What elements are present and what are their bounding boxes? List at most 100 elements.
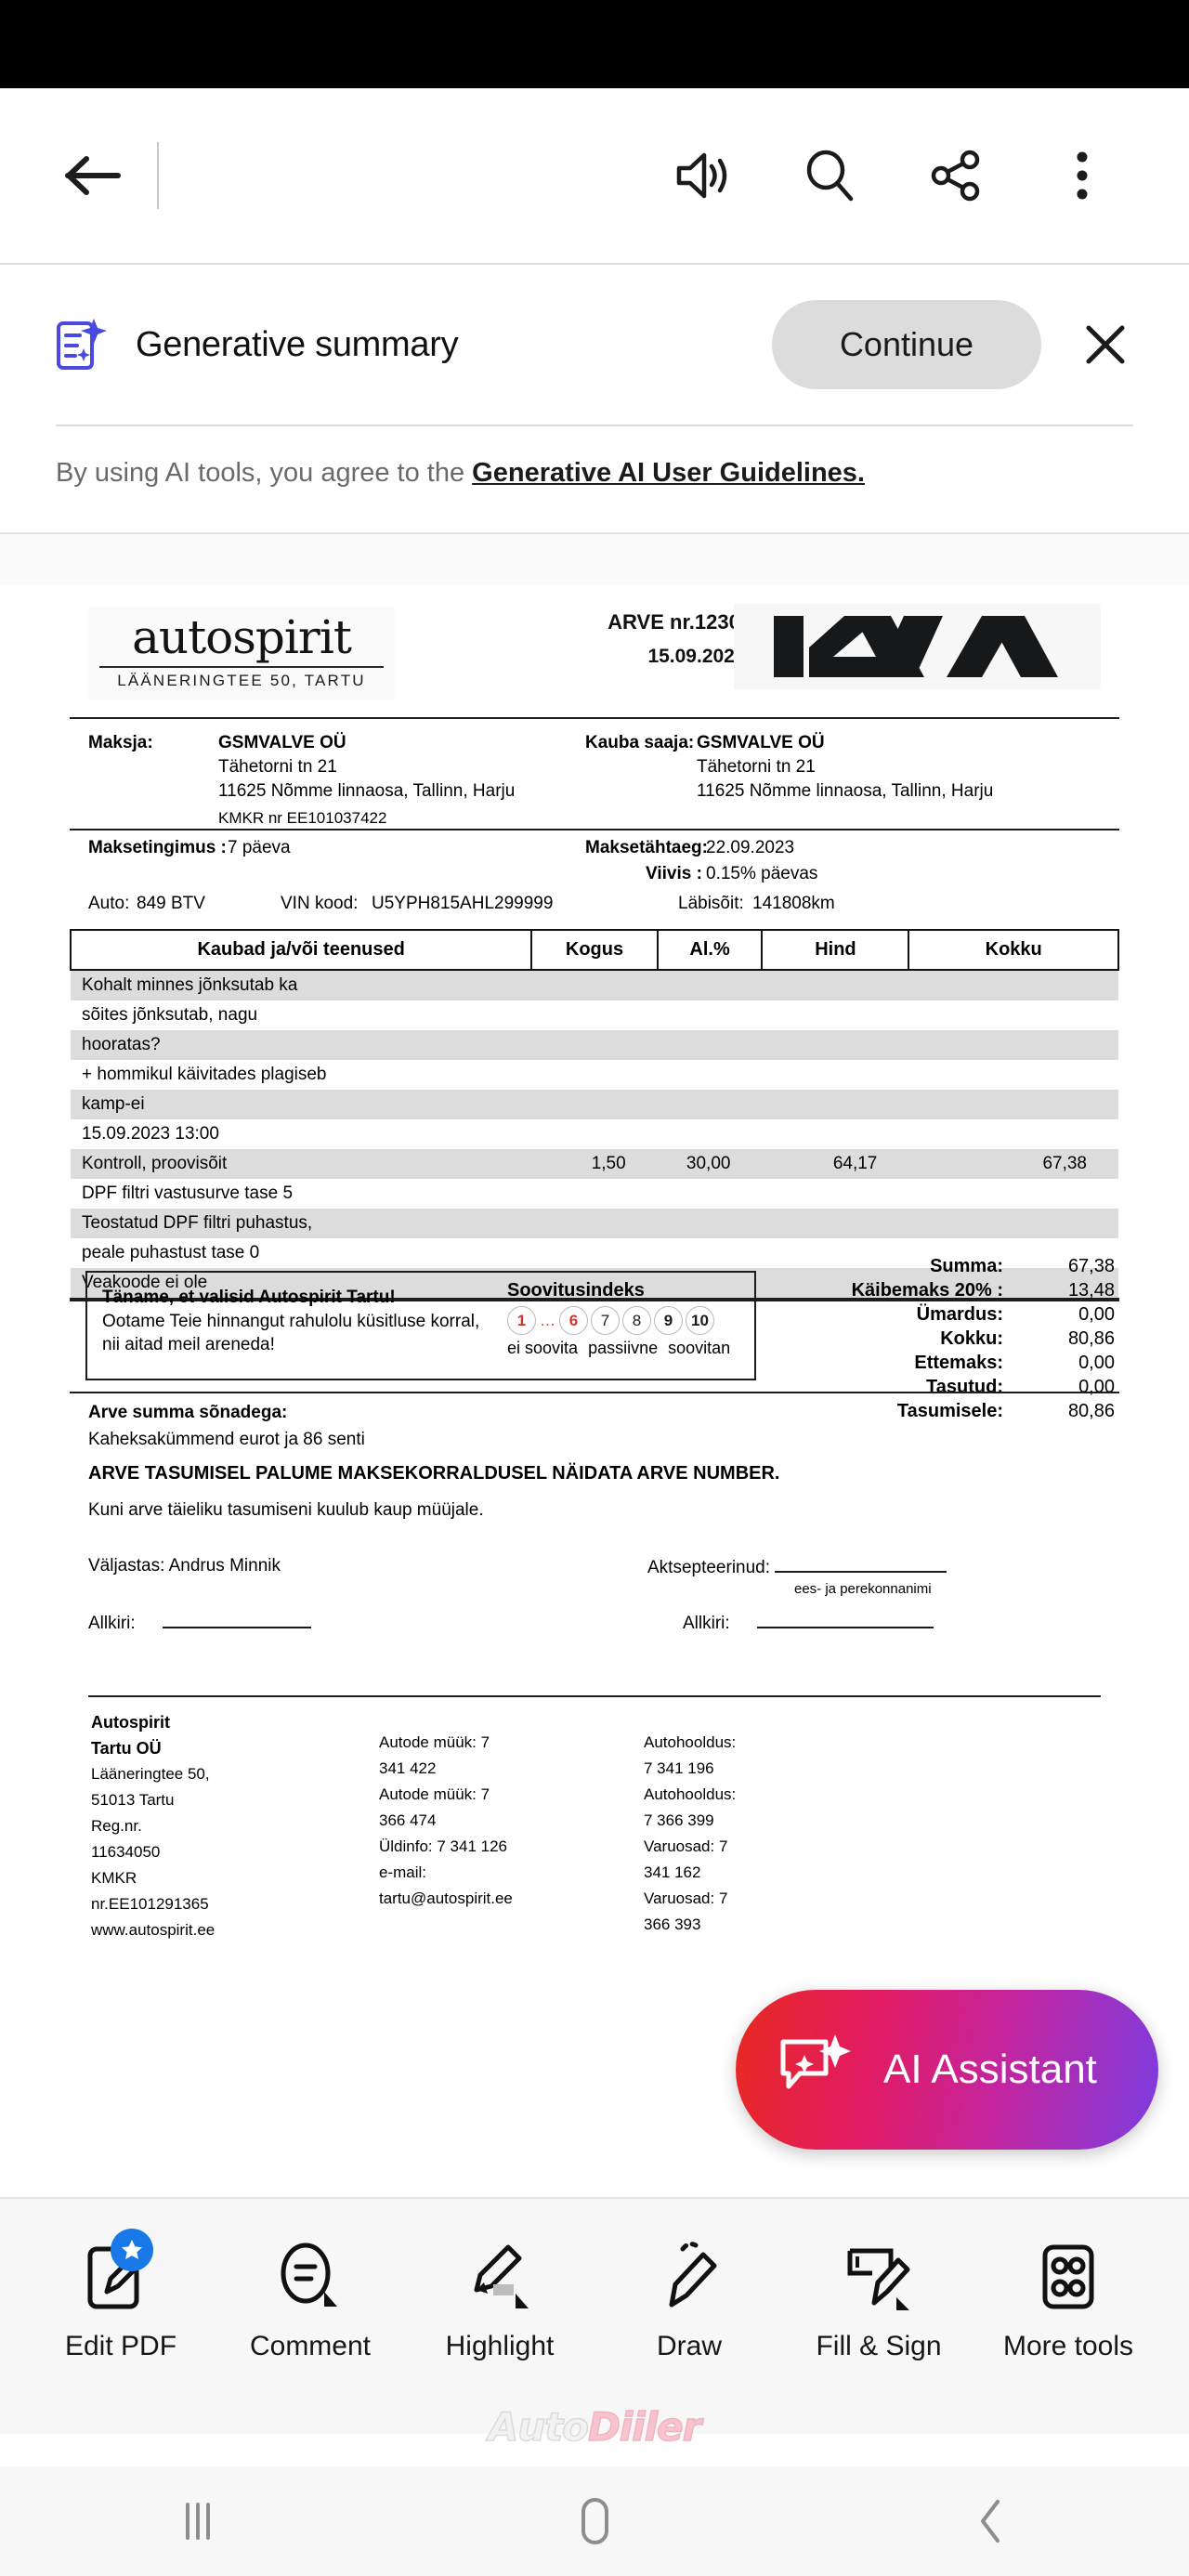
items-table: Kaubad ja/või teenused Kogus Al.% Hind K… xyxy=(69,929,1119,1301)
signature-left-line[interactable] xyxy=(162,1612,311,1628)
tool-label-fill-and-sign: Fill & Sign xyxy=(816,2331,942,2361)
vin-label: VIN kood: xyxy=(281,894,359,913)
appbar-actions xyxy=(673,145,1113,206)
signature-right-label: Allkiri: xyxy=(683,1614,730,1633)
nav-back-button[interactable] xyxy=(898,2494,1084,2548)
cell-discount xyxy=(657,1179,763,1209)
total-row: Käibemaks 20% : 13,48 xyxy=(790,1278,1115,1302)
total-value: 80,86 xyxy=(1067,1328,1115,1349)
cell-discount xyxy=(657,1268,763,1298)
tool-label-comment: Comment xyxy=(249,2331,372,2361)
footer-vat: KMKR nr.EE101291365 xyxy=(91,1869,209,1913)
cell-total xyxy=(908,1238,1118,1268)
tool-edit-pdf[interactable]: Edit PDF xyxy=(32,2229,210,2362)
amount-words-label: Arve summa sõnadega: xyxy=(88,1403,288,1422)
search-button[interactable] xyxy=(799,145,860,206)
receiver-city: 11625 Nõmme linnaosa, Tallinn, Harju xyxy=(697,781,994,801)
more-options-button[interactable] xyxy=(1052,145,1113,206)
scale-bubble-1: 1 xyxy=(507,1306,536,1335)
signature-right: Allkiri: xyxy=(683,1612,934,1634)
table-row: Veakoode ei ole xyxy=(71,1268,1118,1298)
tool-comment[interactable]: Comment xyxy=(221,2234,399,2362)
cell-total xyxy=(908,1090,1118,1119)
total-label: Käibemaks 20% : xyxy=(851,1280,1003,1301)
generative-summary-title: Generative summary xyxy=(136,324,459,364)
back-button[interactable] xyxy=(42,154,144,197)
ownership-note: Kuni arve täieliku tasumiseni kuulub kau… xyxy=(88,1500,484,1520)
read-aloud-button[interactable] xyxy=(673,145,734,206)
payment-terms-value: 7 päeva xyxy=(228,838,291,857)
logo-rule xyxy=(99,666,384,668)
accepted-by-line[interactable] xyxy=(775,1556,947,1573)
tool-fill-and-sign[interactable]: Fill & Sign xyxy=(790,2234,968,2362)
nav-home-button[interactable] xyxy=(502,2494,687,2548)
ai-guidelines-link[interactable]: Generative AI User Guidelines. xyxy=(472,458,865,488)
footer-parts-1: Varuosad: 7 341 162 xyxy=(644,1837,728,1881)
header-rule xyxy=(70,717,1119,719)
tool-draw[interactable]: Draw xyxy=(600,2234,778,2362)
total-row: Ümardus: 0,00 xyxy=(790,1302,1115,1327)
generative-summary-row: Generative summary Continue xyxy=(0,265,1189,425)
cell-description: peale puhastust tase 0 xyxy=(71,1238,532,1268)
issued-by-label: Väljastas: xyxy=(88,1556,165,1576)
caption-low: ei soovita xyxy=(507,1339,579,1357)
table-row: sõites jõnksutab, nagu xyxy=(71,1000,1118,1030)
col-total: Kokku xyxy=(908,929,1119,971)
ai-assistant-button[interactable]: AI Assistant xyxy=(736,1990,1158,2150)
total-label: Kokku: xyxy=(940,1328,1003,1349)
pdf-viewport[interactable]: autospirit LÄÄNERINGTEE 50, TARTU ARVE n… xyxy=(0,534,1189,2197)
cell-total xyxy=(908,1000,1118,1030)
payer-vat: KMKR nr EE101037422 xyxy=(218,809,387,827)
cell-discount xyxy=(657,1090,763,1119)
table-row: Teostatud DPF filtri puhastus, xyxy=(71,1209,1118,1238)
signature-right-line[interactable] xyxy=(756,1612,934,1628)
payer-city: 11625 Nõmme linnaosa, Tallinn, Harju xyxy=(218,781,516,801)
cell-price xyxy=(762,1179,909,1209)
vin-value: U5YPH815AHL299999 xyxy=(372,894,554,913)
tool-label-edit-pdf: Edit PDF xyxy=(64,2331,177,2361)
footer-rule xyxy=(88,1695,1101,1697)
recommendation-scale: 1 … 6 7 8 9 10 xyxy=(507,1306,749,1335)
cell-quantity xyxy=(531,1090,658,1119)
signature-left: Allkiri: xyxy=(88,1612,311,1634)
cell-total: 67,38 xyxy=(908,1149,1118,1179)
payer-label: Maksja: xyxy=(88,733,153,752)
overflow-menu-icon xyxy=(1077,151,1088,200)
feedback-thanks: Täname, et valisid Autospirit Tartu! xyxy=(102,1288,396,1307)
cell-price xyxy=(762,1119,909,1149)
tool-more-tools[interactable]: More tools xyxy=(979,2234,1157,2362)
appbar-divider xyxy=(157,142,159,209)
tool-highlight[interactable]: Highlight xyxy=(411,2234,589,2362)
table-row: 15.09.2023 13:00 xyxy=(71,1119,1118,1149)
cell-price xyxy=(762,1238,909,1268)
cell-quantity xyxy=(531,1060,658,1090)
scale-bubble-8: 8 xyxy=(622,1306,651,1335)
total-label: Ettemaks: xyxy=(914,1353,1003,1373)
cell-description: 15.09.2023 13:00 xyxy=(71,1119,532,1149)
cell-total xyxy=(908,1209,1118,1238)
ai-assistant-icon xyxy=(777,2033,852,2108)
highlight-icon xyxy=(462,2234,538,2318)
arrow-left-icon xyxy=(65,156,121,195)
search-icon xyxy=(806,150,854,202)
words-rule xyxy=(70,1392,1119,1393)
autospirit-logo-word: autospirit xyxy=(132,610,352,664)
receiver-street: Tähetorni tn 21 xyxy=(697,757,816,777)
scale-bubble-6: 6 xyxy=(559,1306,588,1335)
col-price: Hind xyxy=(761,929,910,971)
table-row: DPF filtri vastusurve tase 5 xyxy=(71,1179,1118,1209)
nav-recents-button[interactable] xyxy=(105,2497,291,2545)
autospirit-logo: autospirit LÄÄNERINGTEE 50, TARTU xyxy=(88,607,395,700)
total-row: Kokku: 80,86 xyxy=(790,1327,1115,1351)
footer-col-3: Autohooldus: 7 341 196 Autohooldus: 7 36… xyxy=(644,1709,736,1938)
footer-service-1: Autohooldus: 7 341 196 xyxy=(644,1733,737,1777)
total-row: Tasumisele: 80,86 xyxy=(790,1399,1115,1423)
kia-logo xyxy=(734,604,1101,689)
feedback-line2: Ootame Teie hinnangut rahulolu küsitluse… xyxy=(102,1312,480,1331)
close-banner-button[interactable] xyxy=(1073,312,1138,377)
footer-regnr: Reg.nr. 11634050 xyxy=(91,1817,161,1861)
share-button[interactable] xyxy=(925,145,986,206)
continue-button[interactable]: Continue xyxy=(772,300,1041,389)
cell-discount xyxy=(657,1238,763,1268)
